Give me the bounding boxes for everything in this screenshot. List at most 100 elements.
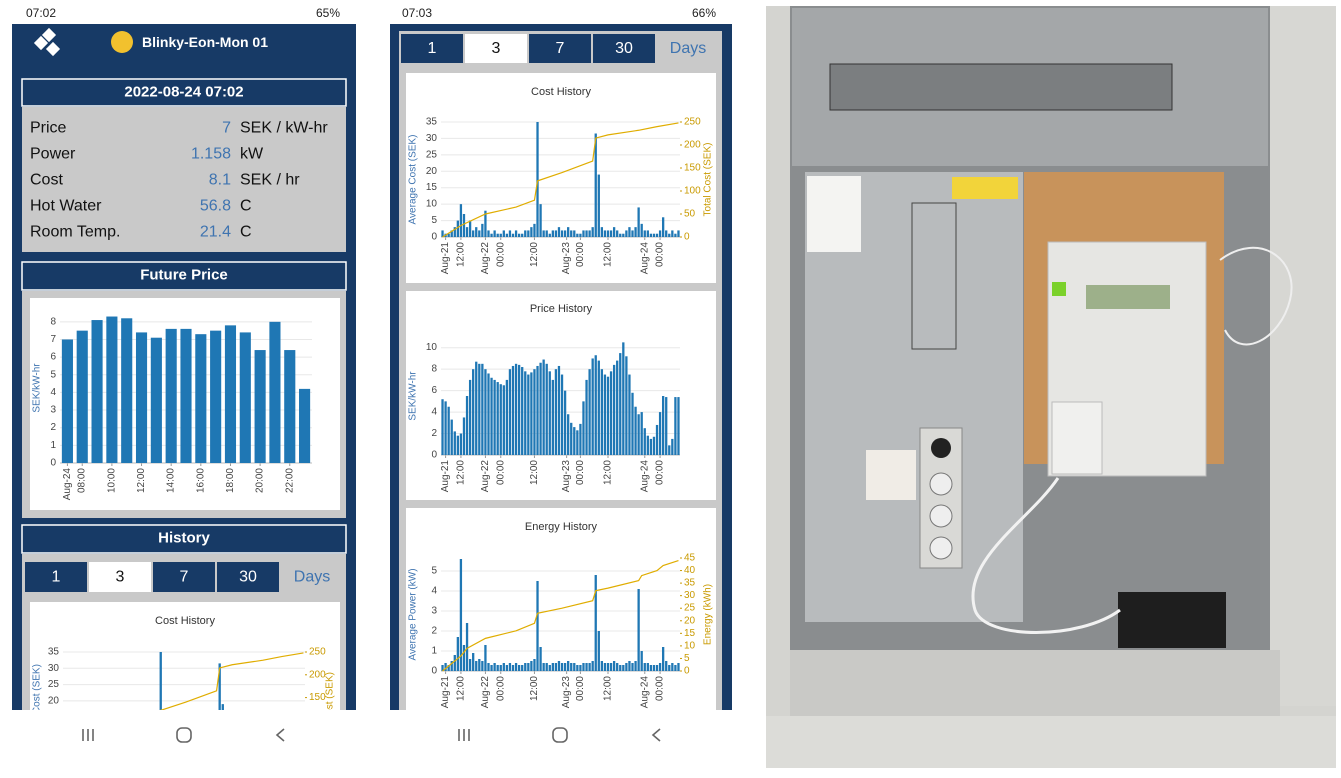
tab-label[interactable]: 1 — [428, 40, 437, 57]
tab[interactable] — [89, 562, 151, 592]
x-tick-label: 12:00 — [602, 460, 613, 485]
bar — [570, 230, 573, 237]
y2-tick-label: 35 — [684, 578, 696, 589]
bar — [649, 438, 653, 455]
bar — [536, 581, 539, 671]
cable — [971, 477, 1121, 634]
row-label: Room Temp. — [30, 224, 120, 241]
x-tick-label: 12:00 — [602, 242, 613, 267]
bar — [643, 428, 646, 455]
bar — [576, 233, 579, 237]
bar — [530, 661, 533, 671]
bar — [609, 371, 613, 455]
tab-label[interactable]: 30 — [615, 40, 633, 57]
tab[interactable] — [25, 562, 87, 592]
bar — [585, 663, 588, 671]
x-tick-label: Aug-24 — [639, 242, 650, 275]
nav-icons[interactable] — [82, 727, 285, 743]
bar — [634, 406, 637, 455]
bar — [612, 364, 616, 455]
bar — [499, 233, 502, 237]
bar — [612, 661, 616, 671]
bar — [290, 759, 292, 766]
row-unit: SEK / kW-hr — [240, 120, 328, 137]
bar — [539, 647, 542, 671]
tab-label[interactable]: 7 — [556, 40, 565, 57]
row-label: Power — [30, 146, 76, 163]
tab-label[interactable]: 3 — [492, 40, 501, 57]
bar — [668, 233, 671, 237]
bar — [502, 230, 505, 237]
bar — [634, 227, 637, 237]
bar — [582, 663, 585, 671]
tab[interactable] — [593, 34, 655, 63]
bar — [106, 316, 118, 463]
x-tick-label: Aug-23 — [561, 676, 572, 709]
tab-label[interactable]: 1 — [52, 569, 61, 586]
panel-title-bar — [21, 524, 347, 554]
bar — [625, 230, 628, 237]
panel-title: 2022-08-24 07:02 — [124, 84, 243, 101]
bar — [76, 330, 88, 463]
bar — [502, 385, 505, 455]
x-tick-label: 16:00 — [195, 468, 206, 493]
panel-title: Future Price — [140, 267, 228, 284]
y-tick-label: 25 — [48, 679, 60, 690]
tab[interactable] — [529, 34, 591, 63]
bar — [502, 663, 505, 671]
bar — [671, 663, 674, 671]
bar — [594, 133, 597, 237]
bar — [475, 227, 478, 237]
bar — [180, 328, 192, 463]
tab[interactable] — [153, 562, 215, 592]
bar — [459, 204, 463, 237]
y2-tick-label: 10 — [684, 640, 696, 651]
x-tick-label: 12:00 — [136, 468, 147, 493]
bar — [468, 220, 472, 237]
y2-axis-label: Total Cost (SEK) — [325, 672, 336, 746]
bar — [94, 759, 96, 766]
chart: Cost History0510152025303505010015020025… — [32, 615, 336, 766]
nav-icons[interactable] — [458, 727, 661, 743]
bar — [597, 360, 600, 455]
bar — [533, 223, 536, 237]
tab[interactable] — [465, 34, 527, 63]
bar — [554, 230, 558, 237]
bar — [508, 230, 512, 237]
y-tick-label: 10 — [426, 199, 438, 210]
row-label: Price — [30, 120, 67, 137]
bar — [499, 384, 502, 455]
bar — [250, 759, 252, 766]
bar — [499, 665, 502, 671]
bar — [271, 759, 273, 766]
tab-label[interactable]: 3 — [116, 569, 125, 586]
y-tick-label: 15 — [426, 182, 438, 193]
bar — [246, 763, 248, 766]
tab[interactable] — [401, 34, 463, 63]
bar — [113, 763, 115, 766]
bar — [588, 369, 591, 455]
bar — [514, 230, 518, 237]
bar — [462, 214, 466, 237]
bar — [481, 363, 484, 455]
fuse — [929, 472, 953, 496]
tab-label[interactable]: 30 — [239, 569, 257, 586]
bar — [609, 663, 613, 671]
avatar[interactable] — [111, 31, 133, 53]
bar — [533, 369, 536, 455]
bar — [453, 227, 456, 237]
bar — [643, 663, 646, 671]
bar — [444, 663, 447, 671]
y2-tick-label: 40 — [684, 565, 696, 576]
bar — [511, 233, 515, 237]
tab-label[interactable]: 7 — [180, 569, 189, 586]
bar — [570, 422, 573, 455]
bar — [481, 223, 484, 237]
y-tick-label: 4 — [431, 586, 437, 597]
bar — [493, 230, 496, 237]
x-tick-label: 08:00 — [77, 468, 88, 493]
y-tick-label: 2 — [431, 428, 437, 439]
y-tick-label: 20 — [426, 166, 438, 177]
bar — [661, 396, 665, 455]
tab[interactable] — [217, 562, 279, 592]
